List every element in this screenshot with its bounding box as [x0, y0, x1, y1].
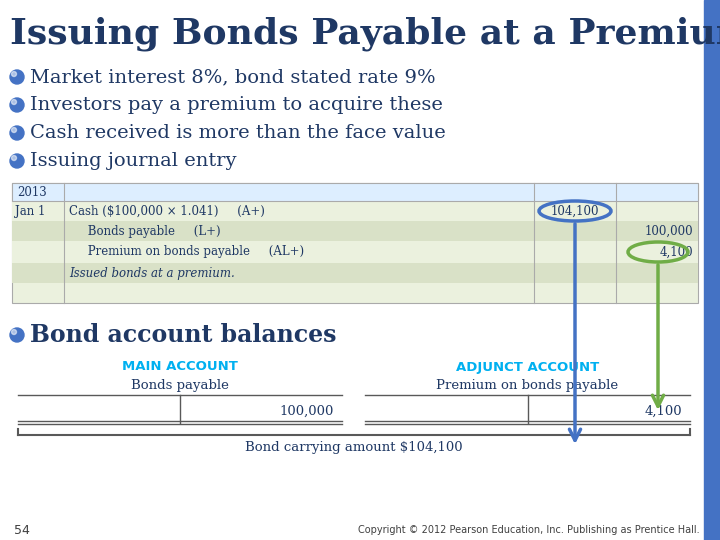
Bar	[12, 201, 698, 221]
Text: 100,000: 100,000	[644, 225, 693, 238]
Circle shape	[12, 156, 17, 160]
Text: Bond account balances: Bond account balances	[30, 323, 336, 347]
Text: Premium on bonds payable: Premium on bonds payable	[436, 379, 618, 392]
Bar	[704, 0, 720, 540]
Circle shape	[12, 99, 17, 105]
Bar	[12, 241, 698, 263]
Circle shape	[10, 154, 24, 168]
Text: 4,100: 4,100	[660, 246, 693, 259]
Circle shape	[10, 98, 24, 112]
Text: MAIN ACCOUNT: MAIN ACCOUNT	[122, 361, 238, 374]
Bar	[12, 263, 698, 283]
Text: Premium on bonds payable     (AL+): Premium on bonds payable (AL+)	[69, 246, 304, 259]
Text: 2013: 2013	[17, 186, 47, 199]
Bar	[12, 221, 698, 241]
Text: Investors pay a premium to acquire these: Investors pay a premium to acquire these	[30, 96, 443, 114]
Text: Issuing journal entry: Issuing journal entry	[30, 152, 236, 170]
Text: Issued bonds at a premium.: Issued bonds at a premium.	[69, 267, 235, 280]
Bar	[12, 183, 698, 303]
Text: Jan 1: Jan 1	[15, 205, 45, 218]
Text: Market interest 8%, bond stated rate 9%: Market interest 8%, bond stated rate 9%	[30, 68, 436, 86]
Bar	[12, 183, 698, 201]
Circle shape	[10, 126, 24, 140]
Text: 54: 54	[14, 523, 30, 537]
Text: Bonds payable     (L+): Bonds payable (L+)	[69, 225, 220, 238]
Circle shape	[12, 329, 17, 334]
Text: ADJUNCT ACCOUNT: ADJUNCT ACCOUNT	[456, 361, 599, 374]
Circle shape	[12, 71, 17, 77]
Text: 104,100: 104,100	[551, 205, 599, 218]
Text: Issuing Bonds Payable at a Premium: Issuing Bonds Payable at a Premium	[10, 17, 720, 51]
Circle shape	[10, 328, 24, 342]
Text: 4,100: 4,100	[644, 404, 682, 417]
Text: Copyright © 2012 Pearson Education, Inc. Publishing as Prentice Hall.: Copyright © 2012 Pearson Education, Inc.…	[359, 525, 700, 535]
Text: Cash ($100,000 × 1.041)     (A+): Cash ($100,000 × 1.041) (A+)	[69, 205, 265, 218]
Text: Bonds payable: Bonds payable	[131, 379, 229, 392]
Circle shape	[12, 127, 17, 132]
Text: Bond carrying amount $104,100: Bond carrying amount $104,100	[246, 441, 463, 454]
Circle shape	[10, 70, 24, 84]
Text: Cash received is more than the face value: Cash received is more than the face valu…	[30, 124, 446, 142]
Text: 100,000: 100,000	[279, 404, 334, 417]
